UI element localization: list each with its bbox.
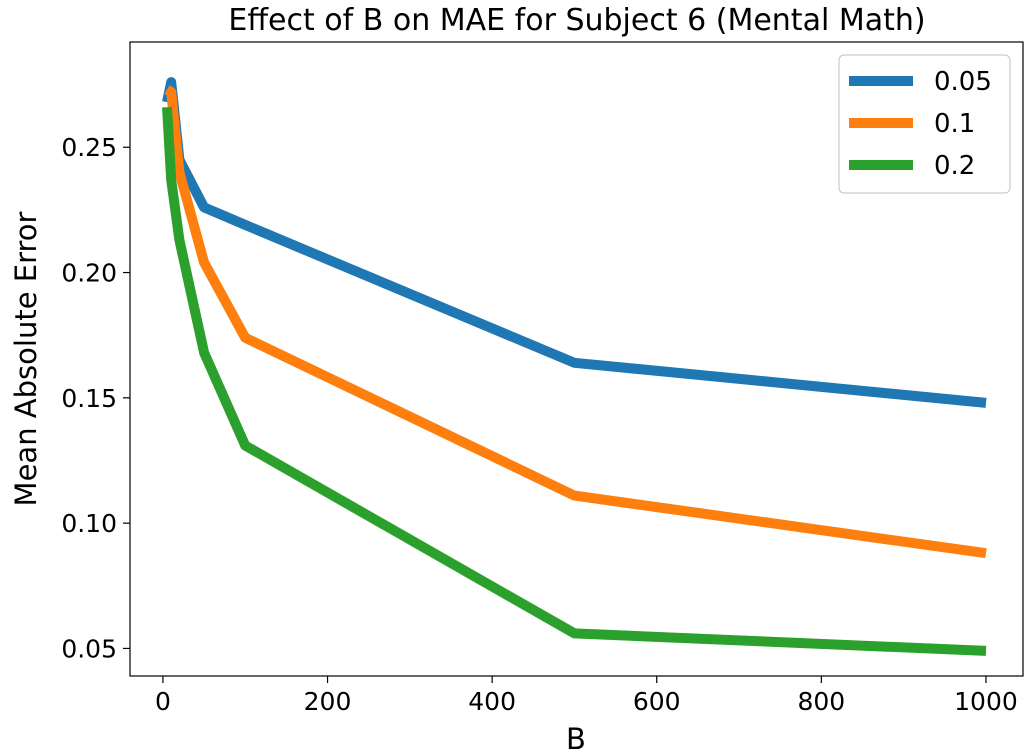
x-tick-label: 400 xyxy=(468,687,516,716)
legend-label: 0.1 xyxy=(934,109,975,139)
series-layer xyxy=(162,77,987,656)
y-tick-label: 0.05 xyxy=(61,634,117,663)
y-tick-label: 0.15 xyxy=(61,384,117,413)
legend-label: 0.05 xyxy=(934,67,992,97)
series-line-0.05 xyxy=(162,77,987,408)
chart-title: Effect of B on MAE for Subject 6 (Mental… xyxy=(228,3,925,38)
legend-label: 0.2 xyxy=(934,151,975,181)
x-axis: 0 200 400 600 800 1000 xyxy=(155,676,1018,716)
x-tick-label: 1000 xyxy=(954,687,1018,716)
x-tick-label: 600 xyxy=(633,687,681,716)
x-axis-label: B xyxy=(566,722,586,754)
legend-box xyxy=(838,54,1011,194)
x-tick-label: 200 xyxy=(304,687,352,716)
y-tick-label: 0.10 xyxy=(61,509,117,538)
y-axis: 0.05 0.10 0.15 0.20 0.25 xyxy=(61,133,130,663)
x-tick-label: 0 xyxy=(155,687,171,716)
y-tick-label: 0.25 xyxy=(61,133,117,162)
series-line-0.2 xyxy=(162,106,987,656)
y-tick-label: 0.20 xyxy=(61,259,117,288)
legend: 0.05 0.1 0.2 xyxy=(838,54,1011,194)
x-tick-label: 800 xyxy=(797,687,845,716)
plot-area xyxy=(129,41,1024,677)
plot-frame xyxy=(129,41,1024,677)
y-axis-label: Mean Absolute Error xyxy=(9,211,43,506)
series-line-0.1 xyxy=(164,85,987,559)
